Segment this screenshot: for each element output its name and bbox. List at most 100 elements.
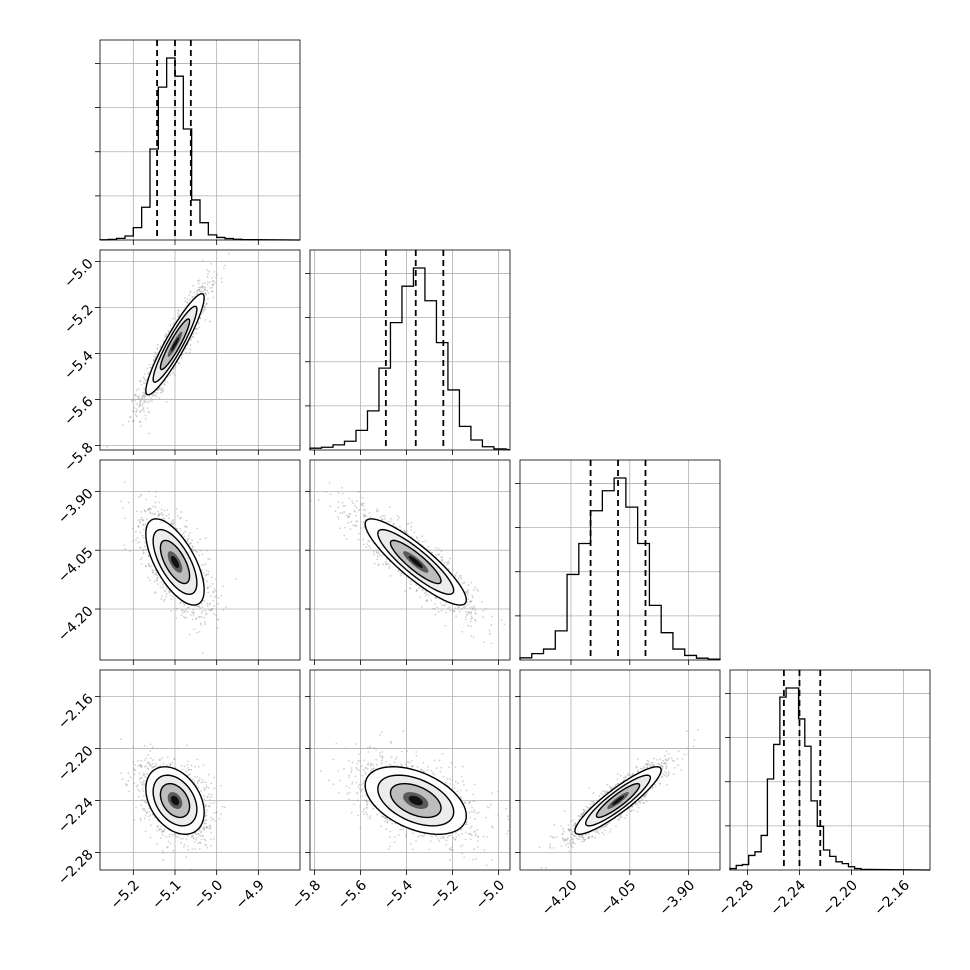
sample-point [185,352,187,354]
x-tick-label: −5.0 [191,877,226,912]
sample-point [187,538,190,540]
sample-point [410,529,412,532]
x-tick-label: −5.2 [108,877,143,912]
sample-point [202,827,205,830]
sample-point [449,609,451,612]
sample-point [195,332,198,335]
sample-point [123,481,126,484]
sample-point [464,607,467,609]
sample-point [368,512,371,514]
sample-point [467,584,470,586]
sample-point [191,539,194,541]
x-tick-label: −2.16 [871,877,913,919]
sample-point [212,296,215,299]
sample-point [195,327,198,330]
sample-point [139,379,142,382]
sample-point [154,394,156,397]
sample-point [436,606,438,609]
sample-point [142,391,145,394]
sample-point [418,540,420,543]
sample-point [207,281,209,283]
sample-point [203,308,206,311]
sample-point [185,608,187,611]
sample-point [466,613,469,615]
sample-point [142,381,145,384]
sample-point [145,498,148,501]
sample-point [196,758,199,761]
sample-point [208,320,211,323]
sample-point [469,601,472,604]
sample-point [133,410,135,413]
y-tick-label: −2.24 [55,795,97,837]
sample-point [222,585,225,588]
sample-point [355,506,358,509]
sample-point [188,298,191,301]
sample-point [166,509,169,511]
sample-point [424,540,427,543]
sample-point [210,793,213,796]
sample-point [136,403,138,405]
sample-point [353,509,356,512]
sample-point [145,765,148,767]
sample-point [204,623,207,626]
sample-point [209,609,212,612]
sample-point [143,528,145,531]
sample-point [169,374,172,377]
y-tick-label: −5.0 [61,256,96,291]
sample-point [166,381,169,384]
sample-point [144,393,146,396]
sample-point [106,446,109,448]
sample-point [173,522,175,524]
sample-point [447,567,450,570]
sample-point [211,280,214,283]
sample-point [197,832,200,835]
sample-point [481,600,484,603]
sample-point [136,537,139,539]
sample-point [352,524,354,527]
sample-point [348,515,351,518]
sample-point [404,531,407,534]
sample-point [469,612,471,614]
sample-point [354,504,356,507]
sample-point [343,534,346,537]
sample-point [199,290,201,292]
sample-point [150,400,153,403]
sample-point [461,630,464,633]
sample-point [211,284,214,287]
sample-point [211,286,214,289]
sample-point [139,546,142,549]
sample-point [204,563,207,566]
sample-point [167,329,170,332]
sample-point [355,514,357,517]
sample-point [168,517,170,520]
sample-point [364,514,367,517]
sample-point [222,267,225,270]
sample-point [217,618,220,621]
sample-point [421,535,423,538]
y-tick-label: −5.4 [61,348,96,383]
sample-point [464,611,467,613]
sample-point [160,512,163,514]
sample-point [337,506,340,509]
sample-point [368,545,370,547]
sample-point [416,536,418,539]
sample-point [204,610,207,612]
sample-point [471,608,474,611]
sample-point [180,614,183,617]
sample-point [143,395,146,398]
sample-point [356,525,359,528]
sample-point [161,514,164,517]
sample-point [473,588,475,591]
sample-point [459,575,461,577]
sample-point [156,576,159,579]
sample-point [445,561,448,564]
y-tick-label: −5.8 [61,440,96,475]
sample-point [137,519,140,522]
sample-point [198,631,201,633]
sample-point [392,523,395,526]
sample-point [190,338,193,341]
sample-point [198,288,201,291]
sample-point [453,610,456,613]
sample-point [190,764,193,767]
sample-point [191,335,194,338]
